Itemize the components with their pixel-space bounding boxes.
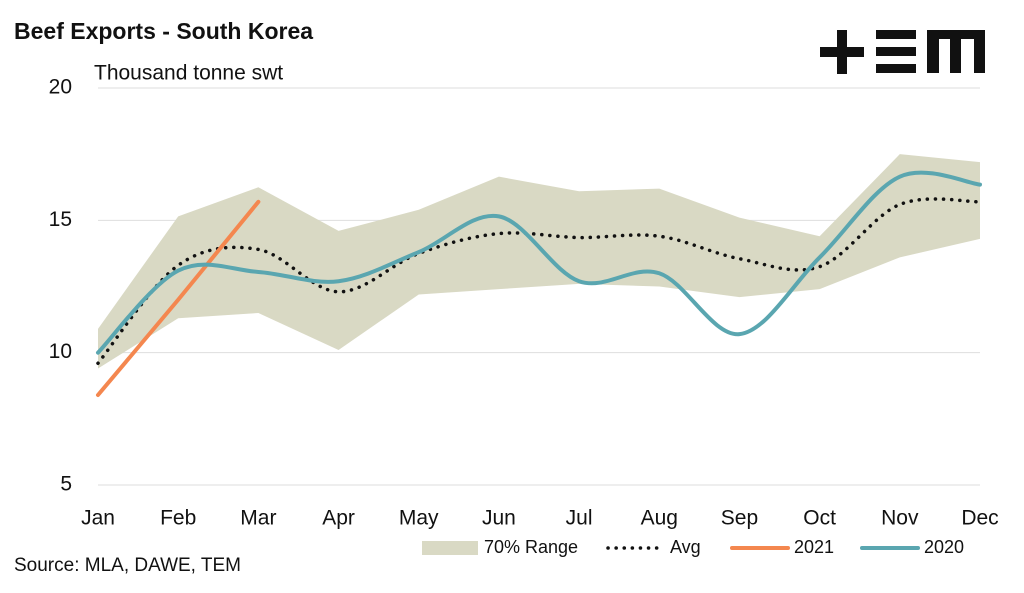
x-tick-label: Apr xyxy=(322,507,355,530)
range-band xyxy=(98,154,980,369)
chart-title: Beef Exports - South Korea xyxy=(14,18,313,44)
y-tick-label: 15 xyxy=(49,208,72,231)
chart-subtitle: Thousand tonne swt xyxy=(94,62,283,85)
legend-label: 2021 xyxy=(794,537,834,557)
x-tick-label: Jan xyxy=(81,507,115,530)
x-tick-label: Sep xyxy=(721,507,758,530)
x-tick-label: Mar xyxy=(240,507,276,530)
source-note: Source: MLA, DAWE, TEM xyxy=(14,555,241,576)
y-tick-label: 20 xyxy=(49,76,72,99)
legend-label: 70% Range xyxy=(484,537,578,557)
x-tick-label: Jul xyxy=(566,507,593,530)
logo xyxy=(820,30,985,74)
legend-label: 2020 xyxy=(924,537,964,557)
x-tick-label: May xyxy=(399,507,439,530)
x-tick-label: Nov xyxy=(881,507,919,530)
series-line xyxy=(96,170,982,355)
x-tick-label: Dec xyxy=(961,507,998,530)
legend-label: Avg xyxy=(670,537,701,557)
x-tick-label: Feb xyxy=(160,507,196,530)
x-tick-label: Oct xyxy=(803,507,836,530)
y-tick-label: 10 xyxy=(49,340,72,363)
x-tick-label: Jun xyxy=(482,507,516,530)
x-tick-label: Aug xyxy=(641,507,678,530)
y-tick-label: 5 xyxy=(60,473,72,496)
series-line xyxy=(96,199,261,398)
legend-swatch xyxy=(422,541,478,555)
